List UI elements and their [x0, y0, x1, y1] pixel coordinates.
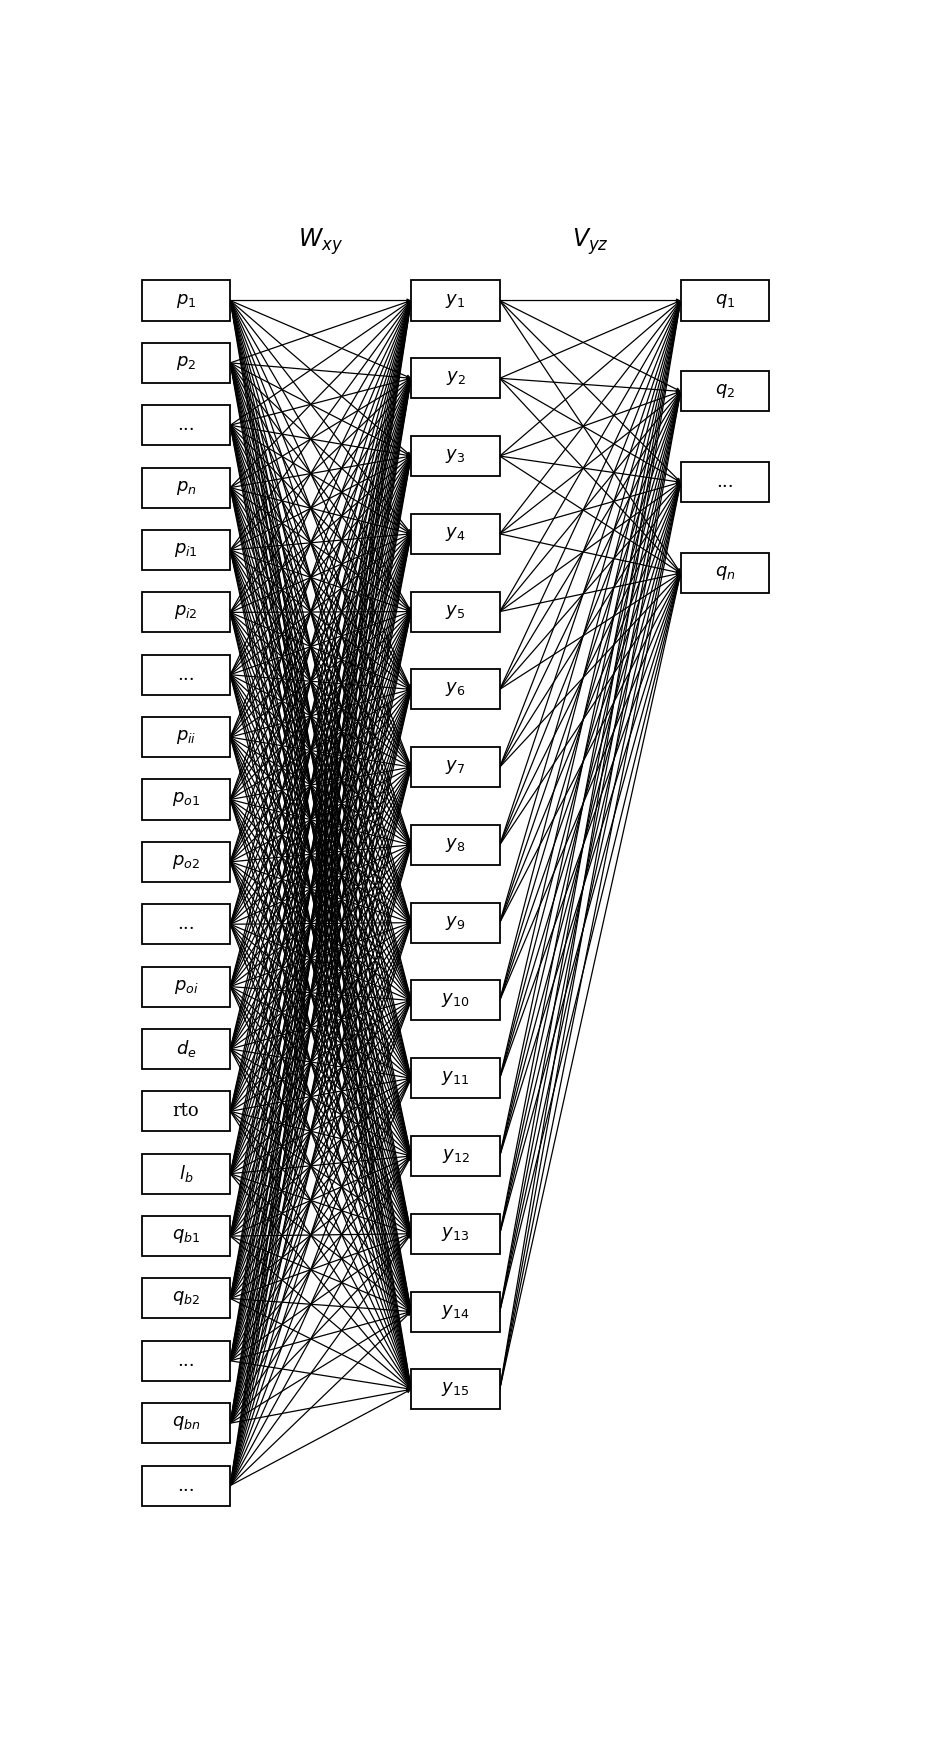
Text: rto: rto: [173, 1102, 199, 1121]
FancyBboxPatch shape: [141, 593, 231, 632]
FancyBboxPatch shape: [411, 359, 499, 398]
Text: $p_{o1}$: $p_{o1}$: [172, 790, 200, 808]
Text: $y_{12}$: $y_{12}$: [442, 1148, 470, 1165]
Text: $y_{14}$: $y_{14}$: [441, 1302, 470, 1320]
FancyBboxPatch shape: [411, 980, 499, 1021]
Text: $y_{10}$: $y_{10}$: [442, 991, 470, 1010]
Text: $p_{oi}$: $p_{oi}$: [174, 977, 198, 996]
Text: $p_{ii}$: $p_{ii}$: [176, 729, 196, 746]
FancyBboxPatch shape: [141, 1030, 231, 1068]
Text: $y_{13}$: $y_{13}$: [442, 1225, 470, 1243]
FancyBboxPatch shape: [411, 514, 499, 554]
FancyBboxPatch shape: [141, 716, 231, 757]
FancyBboxPatch shape: [141, 530, 231, 570]
Text: $y_{4}$: $y_{4}$: [445, 524, 466, 542]
Text: $p_{i1}$: $p_{i1}$: [174, 540, 198, 560]
Text: ...: ...: [177, 1352, 194, 1369]
FancyBboxPatch shape: [141, 905, 231, 943]
Text: ...: ...: [177, 417, 194, 435]
FancyBboxPatch shape: [141, 1278, 231, 1318]
FancyBboxPatch shape: [411, 746, 499, 787]
Text: $y_{15}$: $y_{15}$: [442, 1380, 470, 1397]
FancyBboxPatch shape: [411, 1135, 499, 1176]
Text: $q_{1}$: $q_{1}$: [715, 292, 735, 310]
Text: $y_{9}$: $y_{9}$: [445, 913, 466, 931]
FancyBboxPatch shape: [141, 280, 231, 320]
Text: $y_{7}$: $y_{7}$: [445, 759, 465, 776]
FancyBboxPatch shape: [411, 1214, 499, 1253]
FancyBboxPatch shape: [411, 436, 499, 475]
Text: $q_{n}$: $q_{n}$: [714, 565, 736, 583]
FancyBboxPatch shape: [411, 1369, 499, 1410]
FancyBboxPatch shape: [411, 280, 499, 320]
FancyBboxPatch shape: [141, 1091, 231, 1132]
Text: ...: ...: [177, 1477, 194, 1494]
FancyBboxPatch shape: [141, 1216, 231, 1257]
FancyBboxPatch shape: [411, 591, 499, 632]
Text: $q_{b2}$: $q_{b2}$: [172, 1290, 200, 1308]
FancyBboxPatch shape: [141, 405, 231, 445]
Text: $y_{5}$: $y_{5}$: [445, 602, 466, 621]
Text: $y_{8}$: $y_{8}$: [445, 836, 466, 854]
Text: $p_{n}$: $p_{n}$: [176, 479, 196, 496]
FancyBboxPatch shape: [411, 903, 499, 943]
FancyBboxPatch shape: [681, 371, 769, 412]
FancyBboxPatch shape: [411, 1058, 499, 1098]
Text: $y_{2}$: $y_{2}$: [445, 370, 465, 387]
FancyBboxPatch shape: [681, 463, 769, 502]
Text: $q_{bn}$: $q_{bn}$: [172, 1415, 200, 1433]
FancyBboxPatch shape: [141, 468, 231, 507]
FancyBboxPatch shape: [681, 553, 769, 593]
FancyBboxPatch shape: [141, 966, 231, 1007]
FancyBboxPatch shape: [141, 343, 231, 384]
Text: $p_{i2}$: $p_{i2}$: [174, 604, 198, 621]
Text: $y_{6}$: $y_{6}$: [445, 681, 466, 699]
Text: $V_{yz}$: $V_{yz}$: [572, 227, 608, 257]
Text: $y_{3}$: $y_{3}$: [445, 447, 466, 465]
Text: ...: ...: [177, 665, 194, 683]
FancyBboxPatch shape: [411, 825, 499, 864]
Text: $q_{b1}$: $q_{b1}$: [172, 1227, 200, 1244]
FancyBboxPatch shape: [681, 280, 769, 320]
FancyBboxPatch shape: [141, 1466, 231, 1505]
Text: ...: ...: [177, 915, 194, 933]
Text: ...: ...: [716, 473, 734, 491]
FancyBboxPatch shape: [141, 780, 231, 820]
FancyBboxPatch shape: [141, 1403, 231, 1443]
Text: $y_{11}$: $y_{11}$: [442, 1070, 470, 1088]
FancyBboxPatch shape: [141, 841, 231, 882]
Text: $p_{1}$: $p_{1}$: [176, 292, 196, 310]
FancyBboxPatch shape: [141, 655, 231, 695]
Text: $q_{2}$: $q_{2}$: [715, 382, 735, 400]
FancyBboxPatch shape: [141, 1155, 231, 1193]
FancyBboxPatch shape: [411, 669, 499, 709]
Text: $p_{2}$: $p_{2}$: [176, 354, 196, 371]
Text: $W_{xy}$: $W_{xy}$: [299, 227, 343, 257]
Text: $d_{e}$: $d_{e}$: [176, 1038, 196, 1060]
Text: $y_{1}$: $y_{1}$: [445, 292, 465, 310]
Text: $p_{o2}$: $p_{o2}$: [172, 854, 200, 871]
FancyBboxPatch shape: [141, 1341, 231, 1382]
Text: $l_{b}$: $l_{b}$: [179, 1163, 193, 1184]
FancyBboxPatch shape: [411, 1292, 499, 1332]
